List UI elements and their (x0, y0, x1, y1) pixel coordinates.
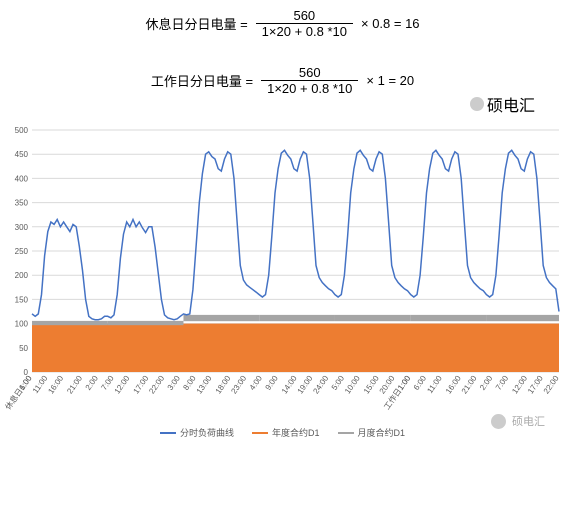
svg-text:11:00: 11:00 (425, 374, 444, 396)
svg-text:16:00: 16:00 (444, 374, 463, 396)
svg-text:10:00: 10:00 (343, 374, 362, 396)
svg-text:21:00: 21:00 (460, 374, 479, 396)
svg-text:19:00: 19:00 (296, 374, 315, 396)
legend-swatch-orange (252, 432, 268, 434)
legend-label-gray: 月度合约D1 (358, 426, 406, 439)
load-chart: 0501001502002503003504004505006:0011:001… (0, 122, 565, 445)
wechat-icon (470, 97, 484, 111)
svg-text:24:00: 24:00 (311, 374, 330, 396)
formula-work-tail: × 1 = 20 (366, 73, 414, 88)
formula-rest: 休息日分日电量 = 560 1×20 + 0.8 *10 × 0.8 = 16 (0, 0, 565, 47)
formula-rest-fraction: 560 1×20 + 0.8 *10 (256, 8, 353, 39)
svg-text:13:00: 13:00 (195, 374, 214, 396)
fraction-denominator: 1×20 + 0.8 *10 (256, 24, 353, 39)
fraction-numerator: 560 (256, 8, 353, 24)
formula-rest-label: 休息日分日电量 = (145, 14, 247, 33)
legend-swatch-blue (160, 432, 176, 434)
svg-text:17:00: 17:00 (132, 374, 151, 396)
svg-text:9:00: 9:00 (263, 374, 280, 392)
svg-text:21:00: 21:00 (65, 374, 84, 396)
watermark-text: 硕电汇 (487, 92, 535, 116)
svg-text:14:00: 14:00 (280, 374, 299, 396)
legend-swatch-gray (338, 432, 354, 434)
svg-text:3:00: 3:00 (166, 374, 183, 392)
svg-text:300: 300 (15, 223, 29, 232)
svg-text:400: 400 (15, 174, 29, 183)
svg-text:200: 200 (15, 271, 29, 280)
svg-text:18:00: 18:00 (214, 374, 233, 396)
svg-text:2:00: 2:00 (84, 374, 101, 392)
legend-item-orange: 年度合约D1 (252, 426, 320, 439)
svg-text:150: 150 (15, 295, 29, 304)
svg-text:250: 250 (15, 247, 29, 256)
svg-text:350: 350 (15, 199, 29, 208)
svg-text:23:00: 23:00 (229, 374, 248, 396)
formula-work-fraction: 560 1×20 + 0.8 *10 (261, 65, 358, 96)
legend-item-gray: 月度合约D1 (338, 426, 406, 439)
chart-legend: 分时负荷曲线 年度合约D1 月度合约D1 (0, 422, 565, 445)
wechat-icon (491, 414, 506, 429)
svg-text:12:00: 12:00 (113, 374, 132, 396)
fraction-numerator: 560 (261, 65, 358, 81)
formula-rest-tail: × 0.8 = 16 (361, 16, 420, 31)
svg-text:15:00: 15:00 (362, 374, 381, 396)
svg-text:100: 100 (15, 320, 29, 329)
legend-label-orange: 年度合约D1 (272, 426, 320, 439)
chart-svg: 0501001502002503003504004505006:0011:001… (0, 122, 565, 422)
svg-text:500: 500 (15, 126, 29, 135)
svg-text:450: 450 (15, 150, 29, 159)
svg-text:4:00: 4:00 (248, 374, 265, 392)
svg-text:50: 50 (19, 344, 28, 353)
svg-text:22:00: 22:00 (542, 374, 561, 396)
svg-text:2:00: 2:00 (478, 374, 495, 392)
svg-text:17:00: 17:00 (526, 374, 545, 396)
formula-work-label: 工作日分日电量 = (151, 71, 253, 90)
legend-item-line: 分时负荷曲线 (160, 426, 234, 439)
watermark-bottom: 硕电汇 (491, 413, 545, 429)
fraction-denominator: 1×20 + 0.8 *10 (261, 81, 358, 96)
svg-text:休息日1:00: 休息日1:00 (3, 373, 34, 412)
svg-text:12:00: 12:00 (510, 374, 529, 396)
legend-label-line: 分时负荷曲线 (180, 426, 234, 439)
svg-text:22:00: 22:00 (147, 374, 166, 396)
svg-text:16:00: 16:00 (46, 374, 65, 396)
svg-text:7:00: 7:00 (494, 374, 511, 392)
watermark-text-2: 硕电汇 (512, 413, 545, 429)
